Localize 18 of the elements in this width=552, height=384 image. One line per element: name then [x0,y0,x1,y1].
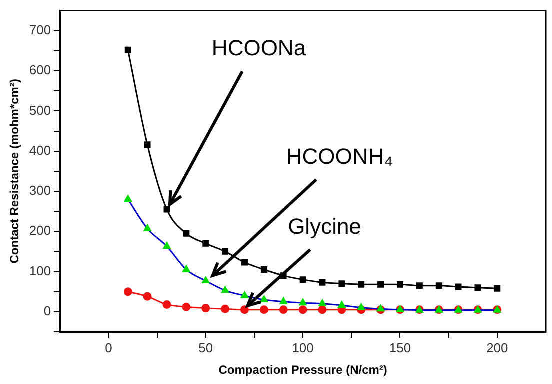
x-tick-label: 100 [292,340,314,356]
y-tick-label: 700 [29,22,52,38]
y-tick-label: 0 [44,304,52,319]
y-tick-label: 600 [29,62,52,78]
y-axis-title: Contact Resistance (mohm*cm²) [8,79,22,264]
annotation: HCOONa [212,36,307,61]
x-axis-title: Compaction Pressure (N/cm²) [218,363,388,378]
x-tick-label: 0 [105,340,112,356]
y-tick-label: 300 [29,183,52,198]
y-tick-label: 400 [29,142,52,158]
y-tick-label: 200 [29,223,52,238]
x-tick-label: 200 [486,340,508,356]
x-tick-label: 150 [389,340,412,356]
x-tick-label: 50 [198,340,214,356]
annotation: Glycine [288,214,362,239]
annotation: HCOONH₄ [286,144,394,169]
y-tick-label: 100 [29,263,52,278]
y-tick-label: 500 [29,102,52,118]
